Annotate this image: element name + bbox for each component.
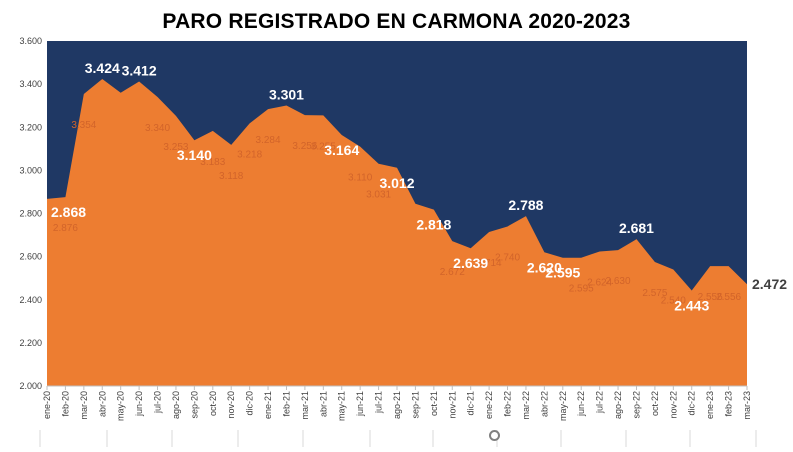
data-label-faint: 2.740 bbox=[495, 252, 520, 263]
x-tick-label: jul-20 bbox=[153, 391, 163, 414]
x-tick-label: feb-23 bbox=[724, 391, 734, 417]
x-tick-label: feb-21 bbox=[281, 391, 291, 417]
x-tick-label: dic-21 bbox=[466, 391, 476, 416]
data-label-faint: 2.556 bbox=[716, 292, 741, 303]
data-label-faint: 3.183 bbox=[200, 157, 225, 168]
x-tick-label: sep-21 bbox=[410, 391, 420, 419]
data-label-faint: 2.595 bbox=[569, 284, 594, 295]
x-tick-label: mar-22 bbox=[521, 391, 531, 420]
x-tick-label: may-22 bbox=[558, 391, 568, 421]
data-label: 2.868 bbox=[51, 204, 86, 220]
x-tick-label: ene-20 bbox=[42, 391, 52, 419]
x-tick-label: jul-22 bbox=[595, 391, 605, 414]
y-tick-label: 2.800 bbox=[19, 209, 42, 219]
x-tick-label: oct-21 bbox=[429, 391, 439, 416]
data-label: 3.140 bbox=[177, 147, 212, 163]
data-label-faint: 3.284 bbox=[256, 135, 281, 146]
x-tick-label: ene-23 bbox=[705, 391, 715, 419]
y-tick-label: 3.400 bbox=[19, 79, 42, 89]
data-label-faint: 3.110 bbox=[348, 173, 373, 184]
data-label: 3.424 bbox=[85, 60, 120, 76]
data-label-faint: 3.354 bbox=[71, 120, 96, 131]
x-tick-label: mar-20 bbox=[79, 391, 89, 420]
x-tick-label: oct-20 bbox=[208, 391, 218, 416]
y-tick-label: 2.400 bbox=[19, 295, 42, 305]
y-tick-label: 3.000 bbox=[19, 165, 42, 175]
x-tick-label: abr-21 bbox=[318, 391, 328, 417]
x-tick-label: jul-21 bbox=[374, 391, 384, 414]
x-tick-label: ene-21 bbox=[263, 391, 273, 419]
x-tick-label: ago-21 bbox=[392, 391, 402, 419]
x-tick-label: feb-20 bbox=[60, 391, 70, 417]
area-series bbox=[47, 78, 747, 386]
data-label-faint: 3.031 bbox=[366, 190, 391, 201]
x-tick-label: jun-21 bbox=[355, 391, 365, 417]
data-label-faint: 3.118 bbox=[219, 171, 244, 182]
data-label: 2.595 bbox=[545, 265, 580, 281]
x-tick-label: feb-22 bbox=[503, 391, 513, 417]
data-label: 3.301 bbox=[269, 86, 304, 102]
data-label: 2.639 bbox=[453, 255, 488, 271]
x-tick-label: may-20 bbox=[116, 391, 126, 421]
sheet-gridlines bbox=[39, 430, 757, 447]
y-tick-label: 2.200 bbox=[19, 338, 42, 348]
x-tick-label: mar-23 bbox=[742, 391, 752, 420]
x-tick-label: dic-22 bbox=[687, 391, 697, 416]
x-tick-label: ago-22 bbox=[613, 391, 623, 419]
data-label-faint: 2.714 bbox=[477, 258, 502, 269]
x-tick-label: dic-20 bbox=[245, 391, 255, 416]
data-label: 2.620 bbox=[527, 259, 562, 275]
y-tick-label: 3.600 bbox=[19, 36, 42, 46]
y-tick-label: 2.000 bbox=[19, 381, 42, 391]
data-label: 3.412 bbox=[122, 63, 157, 79]
chart-title: PARO REGISTRADO EN CARMONA 2020-2023 bbox=[162, 10, 631, 33]
data-label-faint: 3.256 bbox=[292, 141, 317, 152]
data-label: 3.012 bbox=[379, 175, 414, 191]
x-tick-label: ago-20 bbox=[171, 391, 181, 419]
data-label-faint: 3.255 bbox=[311, 141, 336, 152]
data-label-faint: 2.672 bbox=[440, 267, 465, 278]
y-tick-label: 2.600 bbox=[19, 252, 42, 262]
x-tick-label: oct-22 bbox=[650, 391, 660, 416]
data-label-faint: 2.624 bbox=[587, 277, 612, 288]
x-tick-label: nov-21 bbox=[447, 391, 457, 419]
data-label-faint: 2.575 bbox=[642, 288, 667, 299]
data-label-faint: 3.218 bbox=[237, 149, 262, 160]
data-label: 2.788 bbox=[508, 197, 543, 213]
data-label-faint: 2.556 bbox=[698, 292, 723, 303]
data-label: 3.164 bbox=[324, 142, 359, 158]
x-tick-label: nov-22 bbox=[668, 391, 678, 419]
x-tick-label: may-21 bbox=[337, 391, 347, 421]
data-label-faint: 2.630 bbox=[606, 276, 631, 287]
data-label-faint: 2.876 bbox=[53, 223, 78, 234]
data-label-faint: 3.253 bbox=[163, 142, 188, 153]
x-tick-label: nov-20 bbox=[226, 391, 236, 419]
data-label-faint: 3.340 bbox=[145, 123, 170, 134]
data-label-last: 2.472 bbox=[752, 276, 787, 292]
x-tick-label: jun-20 bbox=[134, 391, 144, 417]
x-tick-label: abr-22 bbox=[539, 391, 549, 417]
data-label-faint: 2.540 bbox=[661, 296, 686, 307]
data-label: 2.681 bbox=[619, 220, 654, 236]
x-tick-label: sep-20 bbox=[189, 391, 199, 419]
data-label: 2.818 bbox=[416, 217, 451, 233]
x-tick-label: sep-22 bbox=[631, 391, 641, 419]
scroll-handle[interactable] bbox=[489, 430, 500, 441]
x-tick-label: mar-21 bbox=[300, 391, 310, 420]
x-tick-label: jun-22 bbox=[576, 391, 586, 417]
y-tick-label: 3.200 bbox=[19, 122, 42, 132]
x-tick-label: ene-22 bbox=[484, 391, 494, 419]
data-label: 2.443 bbox=[674, 297, 709, 313]
x-tick-label: abr-20 bbox=[97, 391, 107, 417]
